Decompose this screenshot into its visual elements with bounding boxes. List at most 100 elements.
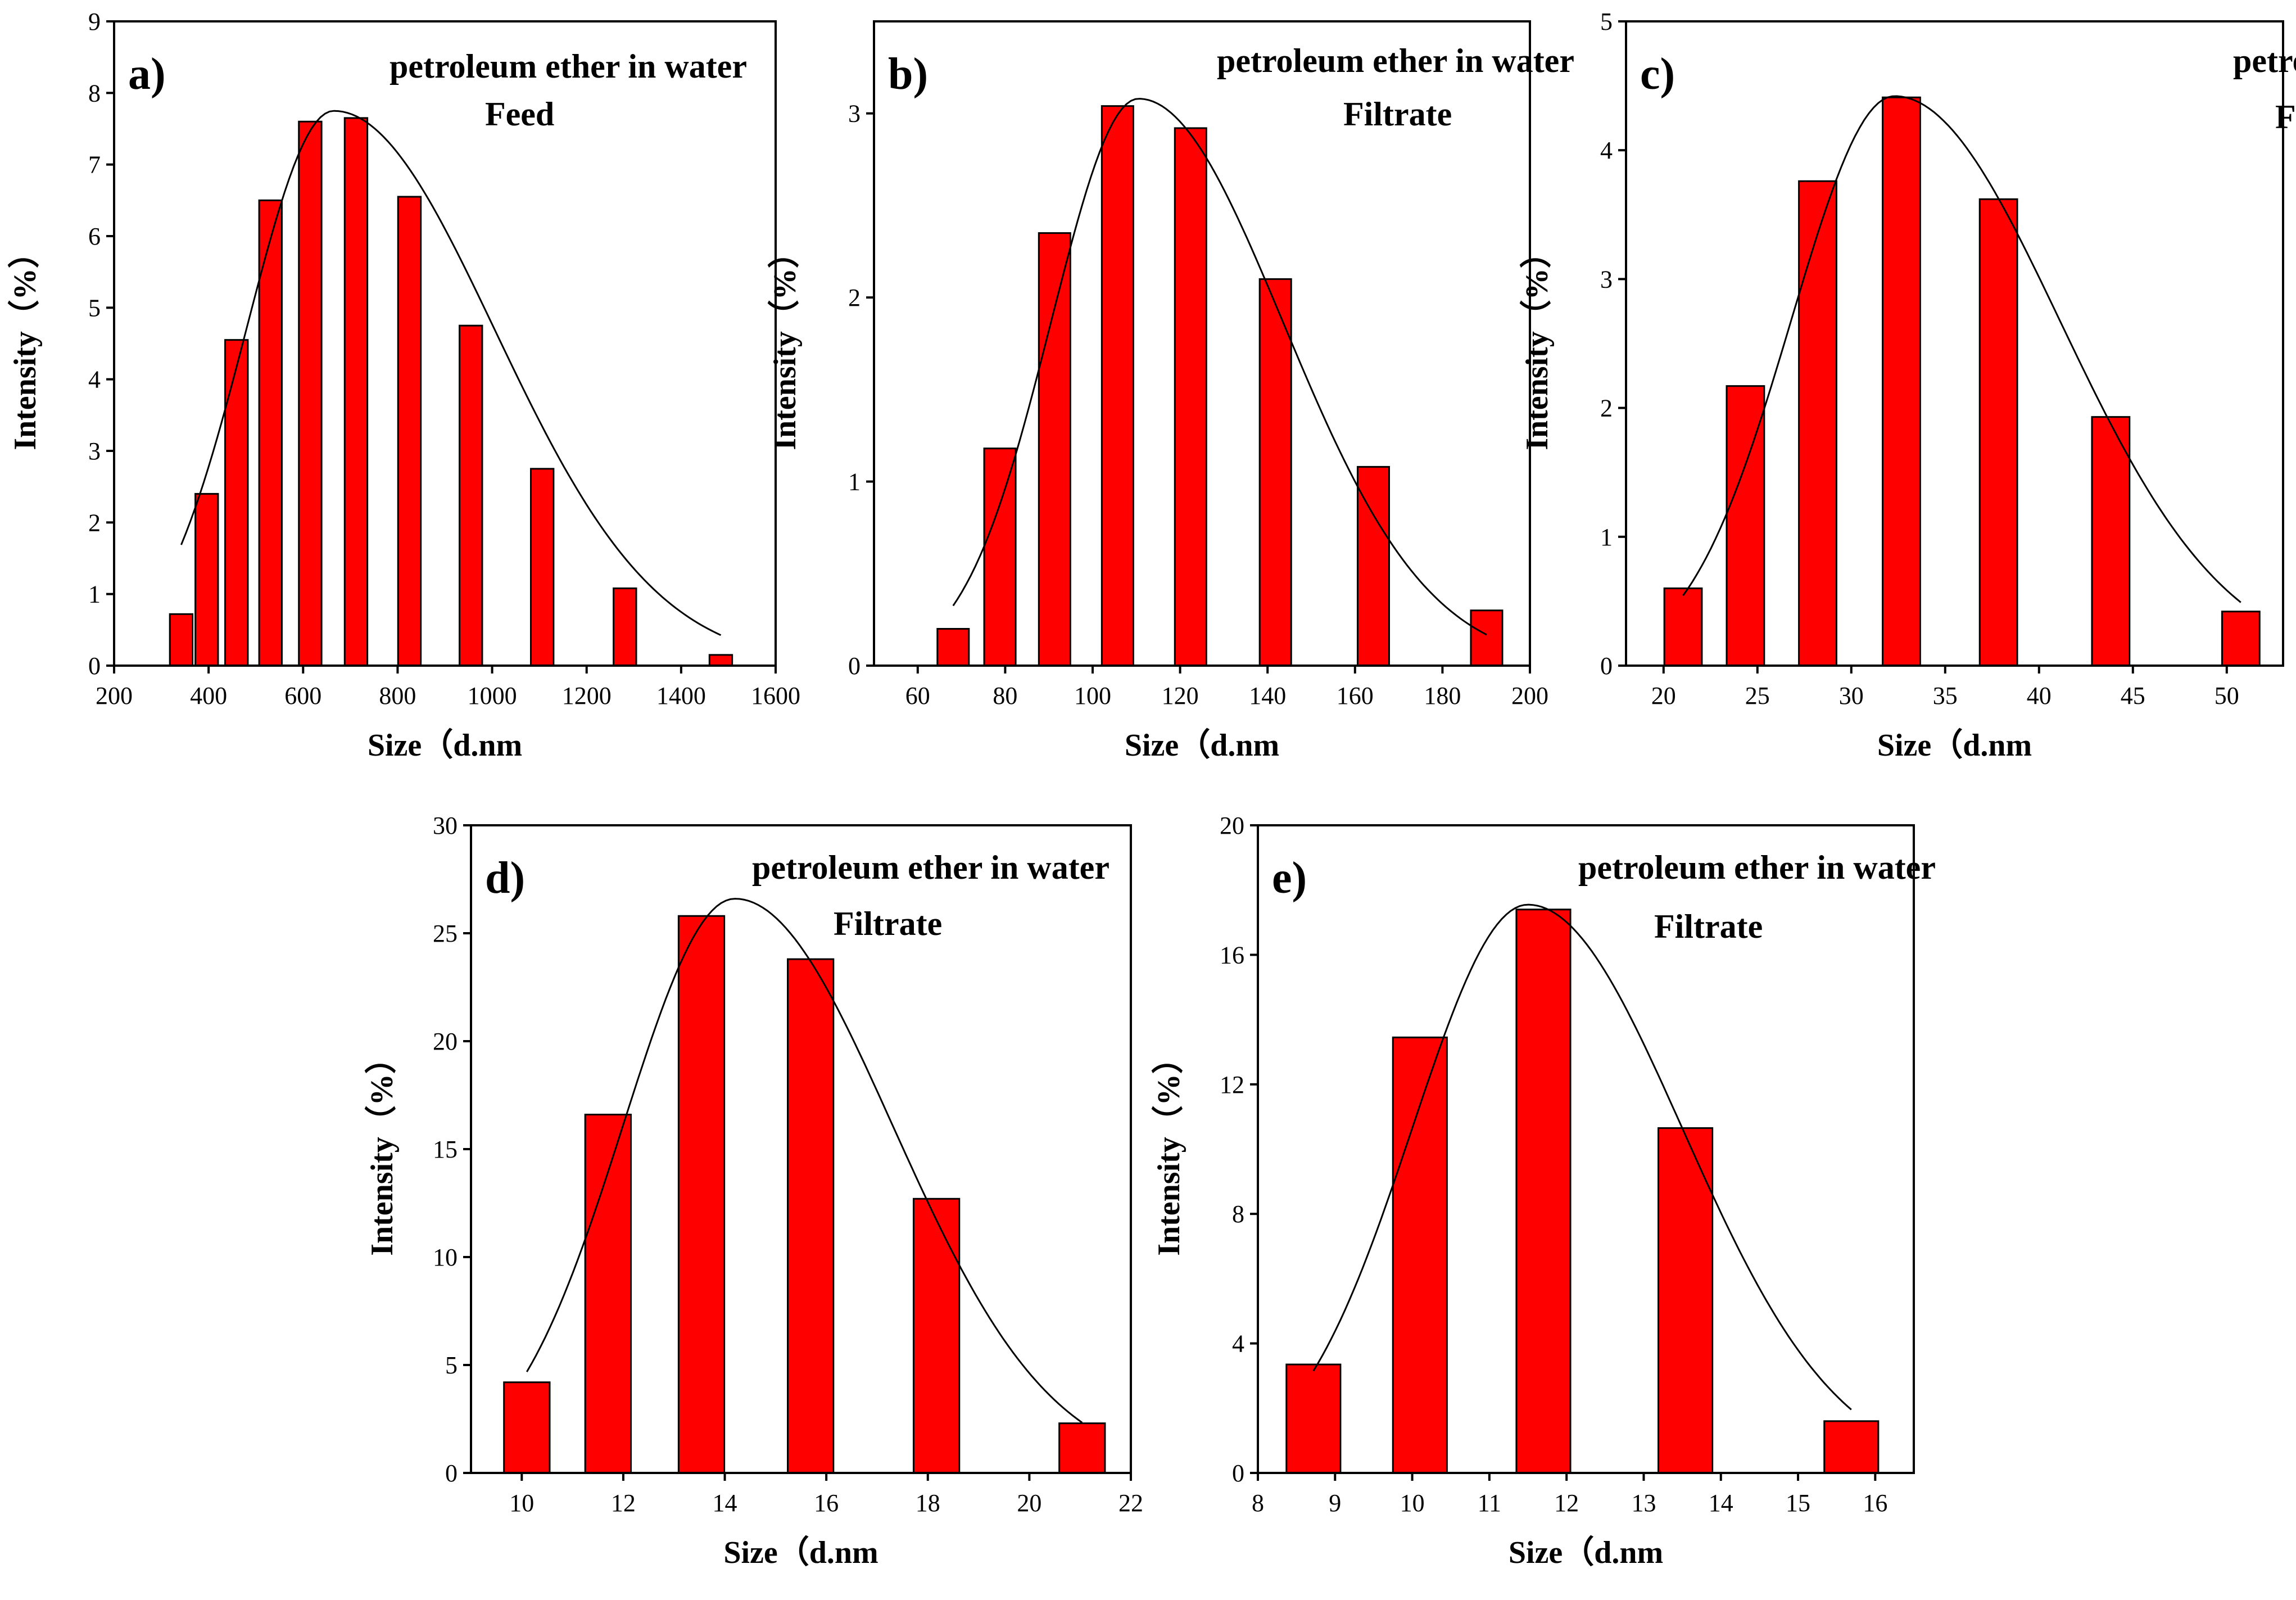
y-tick-label: 7 bbox=[88, 151, 101, 179]
y-tick-label: 5 bbox=[88, 294, 101, 322]
bar bbox=[912, 1197, 961, 1474]
x-tick-label: 20 bbox=[1017, 1489, 1041, 1517]
bar bbox=[1978, 198, 2018, 667]
y-tick-label: 4 bbox=[1232, 1330, 1244, 1358]
x-tick-label: 50 bbox=[2215, 682, 2239, 709]
chart-panel-c: 20 25 30 35 40 45 50012345Size（d.nmIntensity（%… bbox=[1519, 8, 2296, 763]
bar bbox=[787, 958, 835, 1474]
x-tick-label: 30 bbox=[1839, 682, 1864, 709]
x-tick-label: 35 bbox=[1933, 682, 1958, 709]
x-tick-label: 10 bbox=[1400, 1489, 1425, 1517]
bar bbox=[2221, 611, 2261, 667]
y-tick-label: 0 bbox=[88, 652, 101, 680]
plot-frame bbox=[873, 20, 1531, 667]
x-tick-label: 160 bbox=[1337, 682, 1374, 709]
y-axis-title: Intensity（%） bbox=[364, 1042, 400, 1256]
panel-label: a) bbox=[128, 49, 166, 99]
x-axis-title: Size（d.nm bbox=[723, 1535, 878, 1570]
y-tick-label: 5 bbox=[445, 1352, 458, 1379]
y-tick-label: 4 bbox=[1600, 137, 1613, 164]
y-tick-label: 3 bbox=[88, 437, 101, 465]
y-tick-label: 8 bbox=[88, 79, 101, 107]
bar bbox=[2091, 416, 2131, 667]
annotation-title: petroleum ether in water bbox=[390, 48, 747, 85]
x-tick-label: 200 bbox=[1511, 682, 1548, 709]
bar bbox=[613, 587, 637, 667]
x-tick-label: 11 bbox=[1478, 1489, 1501, 1517]
y-tick-label: 15 bbox=[433, 1136, 458, 1163]
x-tick-label: 400 bbox=[190, 682, 227, 709]
y-tick-label: 2 bbox=[1600, 395, 1613, 422]
y-tick-label: 20 bbox=[1220, 812, 1244, 839]
x-tick-label: 16 bbox=[814, 1489, 839, 1517]
y-tick-label: 3 bbox=[848, 100, 861, 128]
x-tick-label: 140 bbox=[1249, 682, 1286, 709]
y-tick-label: 3 bbox=[1600, 265, 1613, 293]
x-tick-label: 13 bbox=[1631, 1489, 1656, 1517]
bar bbox=[1258, 278, 1292, 667]
bar bbox=[194, 492, 219, 667]
y-tick-label: 5 bbox=[1600, 8, 1613, 35]
y-axis-title: Intensity（%） bbox=[767, 237, 803, 450]
bar bbox=[677, 915, 726, 1474]
fit-curve bbox=[180, 110, 722, 636]
x-tick-label: 120 bbox=[1162, 682, 1199, 709]
x-axis-title: Size（d.nm bbox=[368, 727, 522, 763]
x-tick-label: 1600 bbox=[751, 682, 800, 709]
bar bbox=[1101, 105, 1134, 667]
x-tick-label: 60 bbox=[905, 682, 930, 709]
y-tick-label: 25 bbox=[433, 920, 458, 947]
x-tick-label: 1400 bbox=[656, 682, 706, 709]
y-tick-label: 1 bbox=[1600, 523, 1613, 551]
bar bbox=[708, 654, 733, 667]
x-tick-label: 100 bbox=[1074, 682, 1111, 709]
y-tick-label: 0 bbox=[445, 1459, 458, 1487]
annotation-title: petroleum ether in water bbox=[1578, 849, 1936, 886]
y-axis-title: Intensity（%） bbox=[1151, 1042, 1187, 1256]
bar bbox=[169, 613, 194, 667]
x-tick-label: 12 bbox=[611, 1489, 636, 1517]
y-tick-label: 6 bbox=[88, 223, 101, 250]
fit-curve bbox=[1312, 903, 1852, 1411]
bar bbox=[1470, 609, 1504, 667]
bar bbox=[503, 1381, 551, 1474]
x-tick-label: 200 bbox=[96, 682, 133, 709]
x-tick-label: 1000 bbox=[468, 682, 517, 709]
x-tick-label: 14 bbox=[1709, 1489, 1733, 1517]
x-axis-title: Size（d.nm bbox=[1125, 727, 1279, 763]
plot-frame bbox=[1625, 20, 2284, 667]
chart-panel-a: 200 400 600 800 1000 1200 1400 1600 0 1 2 3 4 5 6 7 8 9 Si… bbox=[7, 8, 800, 763]
bar bbox=[1798, 180, 1837, 667]
x-tick-label: 15 bbox=[1786, 1489, 1810, 1517]
x-tick-label: 1200 bbox=[562, 682, 612, 709]
x-tick-label: 14 bbox=[713, 1489, 737, 1517]
bar bbox=[1174, 127, 1207, 667]
y-tick-label: 9 bbox=[88, 8, 101, 35]
chart-panel-d: 10 12 14 16 18 20 22 0 5 10 15 20 25 30 Size（d.nm Inten… bbox=[364, 812, 1143, 1570]
y-tick-label: 2 bbox=[848, 284, 861, 311]
x-tick-label: 800 bbox=[379, 682, 416, 709]
annotation-subtitle: Filtrate bbox=[1654, 908, 1763, 945]
bar bbox=[584, 1114, 632, 1474]
chart-panel-b: 60 80 100 120 140 160 180 200 0 1 2 3 Size（d.nm Inten… bbox=[767, 20, 1574, 763]
bar bbox=[397, 196, 422, 667]
bar bbox=[298, 120, 323, 667]
y-tick-label: 1 bbox=[848, 468, 861, 496]
bar bbox=[1515, 909, 1572, 1474]
annotation-title: petroleum ether in water bbox=[752, 849, 1109, 886]
y-tick-label: 8 bbox=[1232, 1200, 1244, 1228]
y-tick-label: 1 bbox=[88, 581, 101, 608]
y-tick-label: 20 bbox=[433, 1028, 458, 1055]
x-tick-label: 22 bbox=[1118, 1489, 1143, 1517]
bar bbox=[530, 468, 555, 667]
bar bbox=[1058, 1422, 1106, 1474]
bar bbox=[1882, 96, 1921, 667]
x-tick-label: 25 bbox=[1745, 682, 1770, 709]
y-tick-label: 2 bbox=[88, 509, 101, 536]
bar bbox=[343, 117, 369, 667]
x-tick-label: 45 bbox=[2121, 682, 2145, 709]
panel-label: c) bbox=[1640, 49, 1675, 99]
bar bbox=[1285, 1363, 1342, 1474]
chart-panel-e: 8 9 10 11 12 13 14 15 16 0 4 8 12 16 20 Size（d.nm Intens… bbox=[1151, 812, 1936, 1570]
